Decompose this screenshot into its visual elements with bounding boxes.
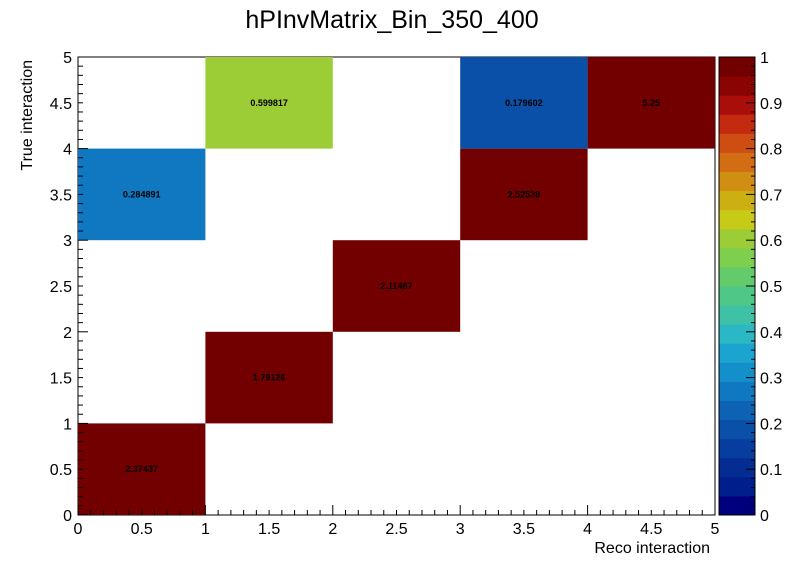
heatmap-cell xyxy=(332,240,461,332)
y-tick-label: 4 xyxy=(63,142,72,159)
colorbar-segment xyxy=(719,95,755,115)
cell-value-label: 2.37437 xyxy=(125,464,158,474)
y-axis-label: True interaction xyxy=(19,60,36,171)
colorbar-segment xyxy=(719,152,755,172)
colorbar-segment xyxy=(719,247,755,268)
colorbar-segment xyxy=(719,190,755,211)
colorbar-tick-label: 0 xyxy=(760,508,769,525)
colorbar-tick-label: 0.5 xyxy=(760,279,782,296)
colorbar-tick-label: 0.8 xyxy=(760,142,782,159)
y-tick-label: 3 xyxy=(63,233,72,250)
cell-value-label: 0.179602 xyxy=(505,98,543,108)
heatmap-cell xyxy=(205,57,333,149)
heatmap-cell xyxy=(78,423,206,515)
cell-value-label: 2.11487 xyxy=(380,281,412,291)
x-tick-label: 0.5 xyxy=(131,521,153,538)
colorbar-segment xyxy=(719,343,755,363)
y-tick-label: 1.5 xyxy=(50,371,72,388)
x-tick-label: 2 xyxy=(328,521,337,538)
heatmap-cell xyxy=(205,331,333,424)
colorbar-tick-label: 0.2 xyxy=(760,416,782,433)
chart-title: hPInvMatrix_Bin_350_400 xyxy=(245,6,538,34)
colorbar-segment xyxy=(719,305,755,325)
heatmap-cell xyxy=(78,148,206,241)
colorbar-segment xyxy=(719,133,755,153)
axes: 0 0.5 1 1.5 2 2.5 3 3.5 4 4.5 5 0 0.5 1 1.5 2 2.5 3 3.5 4 4.… xyxy=(50,50,720,538)
x-tick-label: 2.5 xyxy=(385,521,407,538)
colorbar-segment xyxy=(719,324,755,344)
x-axis-label: Reco interaction xyxy=(594,540,710,557)
cell-value-label: 0.284891 xyxy=(123,189,161,199)
x-tick-label: 1.5 xyxy=(258,521,280,538)
colorbar-tick-label: 1 xyxy=(760,50,769,67)
cell-value-label: 0.599817 xyxy=(250,98,288,108)
heatmap-cells xyxy=(78,57,715,515)
colorbar-segment xyxy=(719,171,755,192)
y-tick-label: 2 xyxy=(63,325,72,342)
colorbar-segment xyxy=(719,209,755,230)
color-scale: 0 0.1 0.2 0.3 0.4 0.5 0.6 0.7 0.8 0.9 1 xyxy=(718,50,782,525)
colorbar-segment xyxy=(719,266,755,287)
colorbar-segment xyxy=(719,476,755,497)
cell-value-label: 5.25 xyxy=(643,98,661,108)
colorbar-segment xyxy=(719,228,755,249)
x-tick-label: 1 xyxy=(201,521,210,538)
heatmap-cell xyxy=(460,148,588,241)
colorbar-tick-label: 0.4 xyxy=(760,325,782,342)
colorbar-tick-label: 0.7 xyxy=(760,187,782,204)
y-tick-label: 0.5 xyxy=(50,462,72,479)
cell-value-label: 2.52539 xyxy=(508,189,541,199)
colorbar-tick-label: 0.9 xyxy=(760,96,782,113)
cell-value-label: 1.79126 xyxy=(253,373,286,383)
heatmap-cell xyxy=(460,57,588,149)
y-tick-label: 4.5 xyxy=(50,96,72,113)
y-tick-label: 1 xyxy=(63,416,72,433)
colorbar-segment xyxy=(719,381,755,401)
y-tick-label: 3.5 xyxy=(50,187,72,204)
colorbar-segment xyxy=(719,495,755,516)
y-tick-label: 2.5 xyxy=(50,279,72,296)
colorbar-tick-label: 0.6 xyxy=(760,233,782,250)
colorbar-segment xyxy=(719,400,755,421)
y-tick-label: 0 xyxy=(63,508,72,525)
y-tick-label: 5 xyxy=(63,50,72,67)
x-tick-label: 0 xyxy=(74,521,83,538)
colorbar-segment xyxy=(719,419,755,440)
colorbar-segment xyxy=(719,114,755,134)
x-tick-label: 3 xyxy=(456,521,465,538)
cell-labels: 2.37437 1.79126 2.11487 2.52539 0.284891 0.59… xyxy=(123,98,660,474)
colorbar-segment xyxy=(719,362,755,382)
colorbar-segment xyxy=(719,457,755,478)
colorbar-tick-label: 0.3 xyxy=(760,371,782,388)
heatmap-cell xyxy=(587,57,715,149)
x-tick-label: 5 xyxy=(711,521,720,538)
x-tick-label: 4.5 xyxy=(640,521,662,538)
x-tick-label: 4 xyxy=(583,521,592,538)
colorbar-tick-label: 0.1 xyxy=(760,462,782,479)
colorbar-segment xyxy=(719,286,755,306)
colorbar-segment xyxy=(719,438,755,459)
colorbar-segment xyxy=(719,57,755,77)
x-tick-label: 3.5 xyxy=(513,521,535,538)
colorbar-segment xyxy=(719,76,755,96)
